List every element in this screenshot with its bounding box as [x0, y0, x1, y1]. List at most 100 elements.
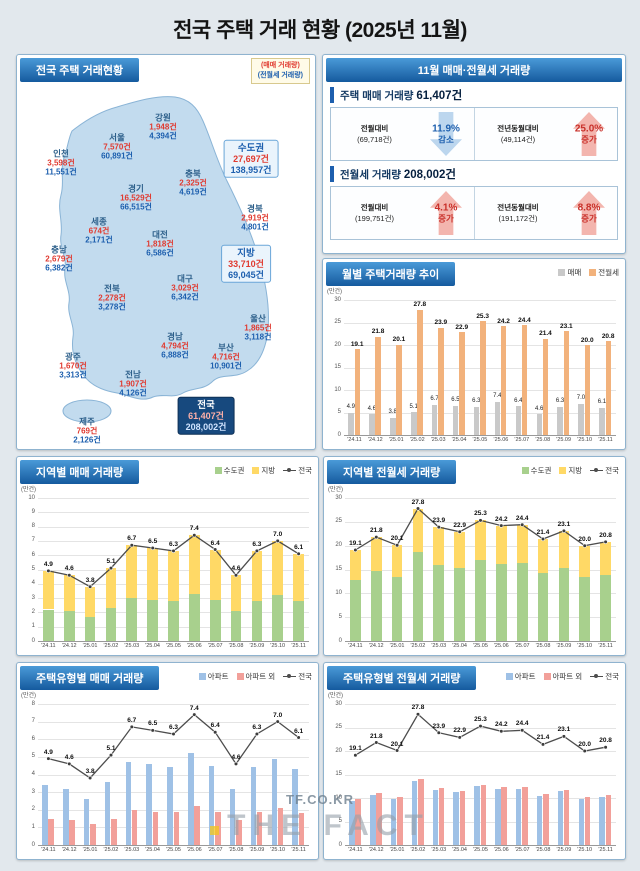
x-axis-tick: '25.11 [598, 847, 613, 853]
bar-segment [209, 599, 221, 641]
bar [578, 403, 584, 435]
y-axis-tick: 8 [31, 700, 35, 707]
bar [277, 808, 284, 845]
bar-segment [126, 545, 138, 599]
bar [418, 778, 424, 845]
region-rent-count: 66,515건 [120, 203, 152, 213]
point-label: 6.4 [210, 539, 220, 547]
regional-sale-chart: (만건) 0 1 2 3 4 5 6 7 8 9 10 '24.11 '24.12 '25.01 '25.02… [20, 483, 315, 652]
point-label: 22.9 [453, 521, 467, 529]
region-name: 경기 [128, 183, 144, 194]
bar [292, 769, 298, 845]
axis-unit: (만건) [21, 693, 37, 699]
point-label: 23.1 [557, 726, 571, 734]
x-axis-tick: '25.06 [493, 643, 509, 649]
rent-yoy-change: 8.8% 증가 [561, 187, 617, 239]
bar [522, 786, 528, 845]
bar [584, 345, 591, 435]
bar [236, 820, 242, 845]
map-region: 전국 61,407건 208,002건 [177, 396, 235, 436]
bar-segment [188, 535, 200, 594]
axis-unit: (만건) [328, 693, 344, 699]
bar-segment [600, 574, 611, 641]
region-sale-count: 2,919건 [241, 213, 269, 223]
legend-item: 지방 [252, 465, 275, 476]
y-axis-tick: 25 [335, 724, 342, 730]
x-axis-tick: '25.04 [145, 847, 160, 853]
region-name: 전남 [125, 369, 141, 380]
bar [605, 341, 611, 435]
region-name: 충남 [51, 244, 67, 255]
chart-legend-type-sale: 아파트 아파트 외 전국 [198, 666, 312, 682]
x-axis-tick: '25.02 [103, 643, 119, 649]
axis-unit: (만건) [328, 487, 344, 493]
bar [417, 309, 423, 435]
point-label: 25.3 [474, 510, 487, 518]
bar-label: 6.5 [451, 397, 460, 404]
gridline [344, 300, 616, 301]
gridline [38, 774, 309, 776]
y-axis-tick: 0 [338, 637, 342, 644]
bar [599, 407, 605, 435]
point-label: 20.1 [390, 740, 404, 748]
page-title: 전국 주택 거래 현황 (2025년 11월) [173, 19, 467, 42]
bar-label: 6.3 [555, 398, 565, 405]
bar [536, 414, 542, 435]
chart-legend-regional-sale: 수도권 지방 전국 [214, 460, 312, 476]
map-legend-rent: (전월세 거래량) [257, 71, 303, 79]
bar-segment [600, 541, 611, 575]
legend-item: 아파트 [505, 671, 536, 682]
x-axis-tick: '25.09 [556, 847, 572, 853]
map-region: 충북 2,325건 4,619건 [179, 169, 206, 198]
point-label: 7.4 [189, 704, 199, 712]
region-rent-count: 2,171건 [85, 236, 113, 246]
y-axis-tick: 15 [334, 364, 341, 370]
point-label: 6.3 [168, 540, 179, 548]
bar [355, 799, 361, 845]
region-sale-count: 1,948건 [149, 122, 177, 132]
point-label: 5.1 [106, 745, 116, 753]
region-name: 서울 [109, 132, 125, 143]
legend-item: 전국 [590, 671, 619, 682]
region-sale-count: 2,325건 [179, 178, 207, 188]
y-axis-tick: 7 [31, 718, 35, 725]
bar-label: 6.7 [430, 396, 439, 403]
chart-title-type-sale: 주택유형별 매매 거래량 [20, 666, 160, 690]
bar [256, 811, 263, 845]
gridline [38, 498, 309, 499]
bar [563, 790, 570, 845]
x-axis-tick: '25.02 [409, 437, 425, 443]
bar [208, 765, 215, 845]
y-axis-tick: 5 [31, 566, 35, 572]
point-label: 23.9 [432, 722, 446, 730]
x-axis-tick: '25.04 [145, 643, 160, 649]
region-name: 경북 [247, 203, 263, 214]
y-axis-tick: 30 [334, 296, 341, 303]
map-region: 인천 3,598건 11,551건 [45, 149, 76, 178]
region-rent-count: 4,619건 [179, 188, 207, 198]
regional-rent-chart: (만건) 0 5 10 15 20 25 30 '24.11 '24.12 '25.01 '25.02… [327, 483, 622, 652]
region-sale-count: 4,794건 [161, 341, 189, 351]
region-sale-count: 2,679건 [45, 254, 73, 264]
x-axis-tick: '25.05 [166, 847, 181, 853]
x-axis-tick: '25.10 [577, 643, 593, 649]
point-label: 25.3 [474, 716, 487, 724]
x-axis-tick: '25.10 [577, 847, 593, 853]
sale-mom-label: 전월대비 (69,718건) [357, 123, 392, 144]
chart-title-type-rent: 주택유형별 전월세 거래량 [327, 666, 477, 690]
bar-segment [475, 560, 486, 641]
bar [557, 406, 563, 435]
x-axis-tick: '24.12 [61, 847, 77, 853]
bar-label: 23.1 [560, 322, 573, 330]
bar [369, 414, 375, 435]
bar [495, 789, 501, 845]
bar-label: 19.1 [350, 340, 364, 348]
bar [348, 412, 354, 435]
bar [515, 406, 522, 435]
gridline [38, 845, 309, 846]
region-rent-count: 6,888건 [161, 351, 189, 361]
panel-type-rent: 주택유형별 전월세 거래량 아파트 아파트 외 전국 (만건) 0 5 10 15 20 25 3… [323, 662, 626, 860]
map-region: 지방 33,710건 69,045건 [221, 244, 271, 284]
chart-title-regional-sale: 지역별 매매 거래량 [20, 460, 140, 484]
bar-segment [454, 568, 465, 641]
